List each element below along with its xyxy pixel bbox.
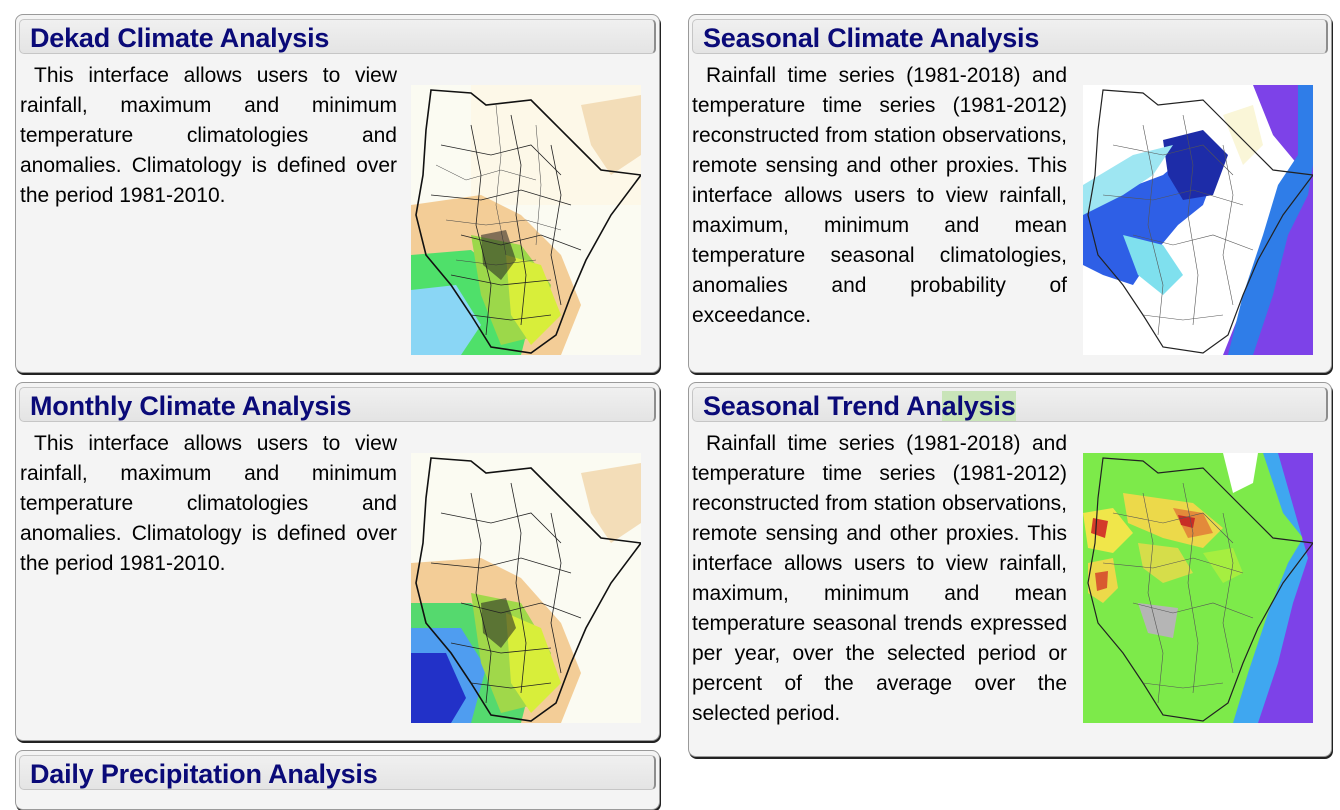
monthly-climate-title-link[interactable]: Monthly Climate Analysis bbox=[30, 391, 352, 421]
daily-precipitation-card: Daily Precipitation Analysis bbox=[15, 750, 660, 810]
card-header: Seasonal Climate Analysis bbox=[692, 19, 1328, 54]
seasonal-trend-title-link[interactable]: Seasonal Trend Analysis bbox=[703, 391, 1016, 422]
seasonal-climate-card: Seasonal Climate Analysis Rainfall time … bbox=[688, 14, 1332, 373]
seasonal-climate-title-link[interactable]: Seasonal Climate Analysis bbox=[703, 23, 1040, 53]
monthly-climate-description: This interface allows users to view rain… bbox=[20, 432, 397, 575]
seasonal-climate-description: Rainfall time series (1981-2018) and tem… bbox=[692, 64, 1067, 327]
seasonal-trend-description: Rainfall time series (1981-2018) and tem… bbox=[692, 432, 1067, 725]
dekad-climate-description: This interface allows users to view rain… bbox=[20, 64, 397, 207]
dekad-climate-card: Dekad Climate Analysis This interface al… bbox=[15, 14, 660, 373]
dekad-climate-title-link[interactable]: Dekad Climate Analysis bbox=[30, 23, 330, 53]
monthly-climate-card: Monthly Climate Analysis This interface … bbox=[15, 382, 660, 741]
title-highlighted-part: alysis bbox=[941, 391, 1016, 421]
card-header: Dekad Climate Analysis bbox=[19, 19, 656, 54]
card-header: Seasonal Trend Analysis bbox=[692, 387, 1328, 422]
seasonal-trend-card: Seasonal Trend Analysis Rainfall time se… bbox=[688, 382, 1332, 757]
seasonal-climatology-map-image[interactable] bbox=[1083, 85, 1313, 355]
title-part: Seasonal Trend An bbox=[703, 391, 942, 421]
dekad-climatology-map-image[interactable] bbox=[411, 85, 641, 355]
card-header: Daily Precipitation Analysis bbox=[19, 755, 656, 790]
daily-precipitation-title-link[interactable]: Daily Precipitation Analysis bbox=[30, 759, 378, 789]
card-header: Monthly Climate Analysis bbox=[19, 387, 656, 422]
monthly-climatology-map-image[interactable] bbox=[411, 453, 641, 723]
seasonal-trend-map-image[interactable] bbox=[1083, 453, 1313, 723]
